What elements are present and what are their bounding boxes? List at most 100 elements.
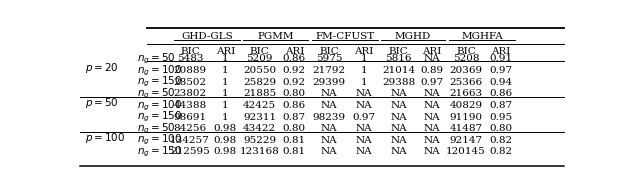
Text: 1: 1 <box>360 54 367 63</box>
Text: 98239: 98239 <box>312 113 346 122</box>
Text: 21663: 21663 <box>449 89 483 98</box>
Text: BIC: BIC <box>388 47 408 56</box>
Text: 25829: 25829 <box>243 78 276 87</box>
Text: 21792: 21792 <box>312 66 346 75</box>
Text: NA: NA <box>390 89 407 98</box>
Text: $p = 20$: $p = 20$ <box>85 61 119 75</box>
Text: NA: NA <box>355 136 372 145</box>
Text: 0.86: 0.86 <box>283 101 306 110</box>
Text: $p = 50$: $p = 50$ <box>85 96 119 110</box>
Text: 28502: 28502 <box>173 78 207 87</box>
Text: 0.86: 0.86 <box>283 54 306 63</box>
Text: BIC: BIC <box>250 47 269 56</box>
Text: $n_g = 50$: $n_g = 50$ <box>137 121 176 136</box>
Text: 0.97: 0.97 <box>352 113 375 122</box>
Text: 0.81: 0.81 <box>283 147 306 156</box>
Text: 21885: 21885 <box>243 89 276 98</box>
Text: 0.92: 0.92 <box>283 66 306 75</box>
Text: NA: NA <box>355 89 372 98</box>
Text: 98691: 98691 <box>173 113 207 122</box>
Text: $n_g = 100$: $n_g = 100$ <box>137 98 182 113</box>
Text: 0.82: 0.82 <box>489 136 512 145</box>
Text: 0.97: 0.97 <box>489 66 512 75</box>
Text: NA: NA <box>355 124 372 133</box>
Text: 21014: 21014 <box>382 66 415 75</box>
Text: NA: NA <box>390 147 407 156</box>
Text: 0.92: 0.92 <box>283 78 306 87</box>
Text: NA: NA <box>390 113 407 122</box>
Text: 1: 1 <box>222 101 228 110</box>
Text: NA: NA <box>321 89 337 98</box>
Text: 0.80: 0.80 <box>489 124 512 133</box>
Text: ARI: ARI <box>354 47 373 56</box>
Text: BIC: BIC <box>456 47 476 56</box>
Text: ARI: ARI <box>285 47 304 56</box>
Text: 29388: 29388 <box>382 78 415 87</box>
Text: NA: NA <box>424 101 440 110</box>
Text: 41487: 41487 <box>449 124 483 133</box>
Text: 212595: 212595 <box>170 147 210 156</box>
Text: 42425: 42425 <box>243 101 276 110</box>
Text: 134257: 134257 <box>170 136 210 145</box>
Text: 92311: 92311 <box>243 113 276 122</box>
Text: 1: 1 <box>222 89 228 98</box>
Text: 0.86: 0.86 <box>489 89 512 98</box>
Text: $p = 100$: $p = 100$ <box>85 131 125 145</box>
Text: 0.80: 0.80 <box>283 124 306 133</box>
Text: 5816: 5816 <box>385 54 412 63</box>
Text: NA: NA <box>321 147 337 156</box>
Text: $n_g = 150$: $n_g = 150$ <box>137 110 182 124</box>
Text: NA: NA <box>390 124 407 133</box>
Text: NA: NA <box>424 147 440 156</box>
Text: 0.97: 0.97 <box>420 78 444 87</box>
Text: 95229: 95229 <box>243 136 276 145</box>
Text: 20369: 20369 <box>449 66 483 75</box>
Text: PGMM: PGMM <box>257 32 294 41</box>
Text: 25366: 25366 <box>449 78 483 87</box>
Text: $n_g = 150$: $n_g = 150$ <box>137 75 182 89</box>
Text: 1: 1 <box>222 66 228 75</box>
Text: 0.80: 0.80 <box>283 89 306 98</box>
Text: NA: NA <box>424 124 440 133</box>
Text: 20889: 20889 <box>173 66 207 75</box>
Text: $n_g = 50$: $n_g = 50$ <box>137 52 176 66</box>
Text: NA: NA <box>424 113 440 122</box>
Text: 1: 1 <box>222 54 228 63</box>
Text: $n_g = 50$: $n_g = 50$ <box>137 87 176 101</box>
Text: 0.81: 0.81 <box>283 136 306 145</box>
Text: NA: NA <box>390 101 407 110</box>
Text: 44388: 44388 <box>173 101 207 110</box>
Text: 23802: 23802 <box>173 89 207 98</box>
Text: FM-CFUST: FM-CFUST <box>315 32 374 41</box>
Text: NA: NA <box>424 54 440 63</box>
Text: 0.98: 0.98 <box>214 136 237 145</box>
Text: NA: NA <box>355 147 372 156</box>
Text: 5975: 5975 <box>316 54 342 63</box>
Text: MGHD: MGHD <box>395 32 431 41</box>
Text: 1: 1 <box>222 113 228 122</box>
Text: NA: NA <box>424 136 440 145</box>
Text: 92147: 92147 <box>449 136 483 145</box>
Text: 0.98: 0.98 <box>214 147 237 156</box>
Text: $n_g = 100$: $n_g = 100$ <box>137 133 182 148</box>
Text: ARI: ARI <box>216 47 235 56</box>
Text: 20550: 20550 <box>243 66 276 75</box>
Text: NA: NA <box>390 136 407 145</box>
Text: $n_g = 100$: $n_g = 100$ <box>137 63 182 78</box>
Text: $n_g = 150$: $n_g = 150$ <box>137 145 182 159</box>
Text: 123168: 123168 <box>239 147 280 156</box>
Text: 0.94: 0.94 <box>489 78 512 87</box>
Text: 1: 1 <box>222 78 228 87</box>
Text: 0.95: 0.95 <box>489 113 512 122</box>
Text: 91190: 91190 <box>449 113 483 122</box>
Text: ARI: ARI <box>422 47 442 56</box>
Text: 5209: 5209 <box>246 54 273 63</box>
Text: 1: 1 <box>360 66 367 75</box>
Text: 29399: 29399 <box>312 78 346 87</box>
Text: 120145: 120145 <box>446 147 486 156</box>
Text: 5208: 5208 <box>452 54 479 63</box>
Text: 0.98: 0.98 <box>214 124 237 133</box>
Text: NA: NA <box>424 89 440 98</box>
Text: GHD-GLS: GHD-GLS <box>181 32 233 41</box>
Text: 43422: 43422 <box>243 124 276 133</box>
